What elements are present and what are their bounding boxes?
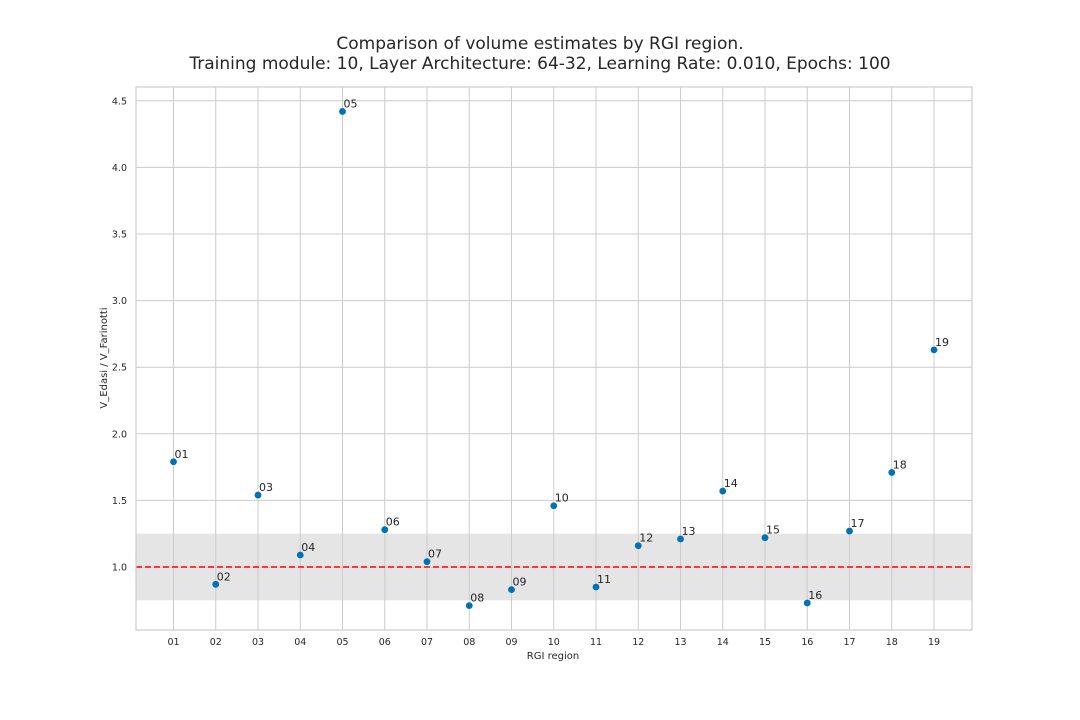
data-point xyxy=(550,502,558,510)
data-label: 04 xyxy=(301,541,315,554)
data-point xyxy=(888,469,896,476)
x-tick-label: 04 xyxy=(294,637,306,648)
y-tick-label: 3.0 xyxy=(112,296,127,307)
x-tick-label: 07 xyxy=(421,637,433,648)
x-tick-label: 16 xyxy=(801,637,813,648)
x-tick-label: 14 xyxy=(717,637,729,648)
x-ticks: 01 02 03 04 05 06 07 08 09 10 11 12 13 14 15 16 17 18 19 xyxy=(167,637,940,648)
x-tick-label: 06 xyxy=(379,637,391,648)
x-axis-label: RGI region xyxy=(527,651,579,662)
data-label: 02 xyxy=(217,570,231,583)
data-label: 08 xyxy=(470,592,484,605)
data-label: 01 xyxy=(175,448,189,461)
data-label: 16 xyxy=(808,589,822,602)
grid-lines xyxy=(136,87,972,630)
data-point xyxy=(381,526,389,534)
data-label: 11 xyxy=(597,573,611,586)
data-point xyxy=(634,542,642,550)
y-tick-label: 2.0 xyxy=(112,429,127,440)
x-tick-label: 02 xyxy=(210,637,222,648)
x-tick-label: 15 xyxy=(759,637,771,648)
data-point xyxy=(296,551,304,559)
x-tick-label: 05 xyxy=(336,637,348,648)
y-tick-label: 4.5 xyxy=(112,96,127,107)
x-tick-label: 11 xyxy=(590,637,602,648)
data-label: 19 xyxy=(935,336,949,349)
data-labels: 01 02 03 04 05 06 07 08 09 10 11 12 13 14 15 16 17 18 19 xyxy=(175,97,950,604)
data-point xyxy=(423,558,431,566)
x-tick-label: 17 xyxy=(843,637,855,648)
data-point xyxy=(719,487,727,495)
data-label: 09 xyxy=(513,576,527,589)
x-tick-label: 10 xyxy=(548,637,560,648)
data-label: 10 xyxy=(555,492,569,505)
x-tick-label: 19 xyxy=(928,637,940,648)
data-point xyxy=(339,108,346,115)
data-label: 07 xyxy=(428,548,442,561)
y-tick-label: 4.0 xyxy=(112,163,127,174)
x-tick-label: 12 xyxy=(632,637,644,648)
y-tick-label: 1.5 xyxy=(112,496,127,507)
x-tick-label: 08 xyxy=(463,637,475,648)
y-ticks: 1.0 1.5 2.0 2.5 3.0 3.5 4.0 4.5 xyxy=(112,96,127,573)
chart-subtitle: Training module: 10, Layer Architecture:… xyxy=(188,54,890,74)
x-tick-label: 09 xyxy=(505,637,517,648)
x-tick-label: 01 xyxy=(167,637,179,648)
y-tick-label: 3.5 xyxy=(112,230,127,241)
chart-title: Comparison of volume estimates by RGI re… xyxy=(336,34,743,54)
data-label: 15 xyxy=(766,524,780,537)
data-point xyxy=(677,535,684,543)
data-label: 17 xyxy=(851,517,865,530)
data-point xyxy=(803,599,811,607)
data-point xyxy=(846,527,853,535)
data-label: 12 xyxy=(639,532,653,545)
data-points xyxy=(170,108,938,610)
data-point xyxy=(212,580,220,588)
data-label: 18 xyxy=(893,458,907,471)
y-axis-label: V_Edasi / V_Farinotti xyxy=(99,307,110,408)
x-tick-label: 03 xyxy=(252,637,264,648)
data-point xyxy=(170,458,177,466)
x-tick-label: 13 xyxy=(674,637,686,648)
data-point xyxy=(592,583,600,591)
data-point xyxy=(465,602,473,610)
data-point xyxy=(508,586,515,594)
data-point xyxy=(254,491,262,499)
data-label: 14 xyxy=(724,477,738,490)
y-tick-label: 2.5 xyxy=(112,363,127,374)
x-tick-label: 18 xyxy=(886,637,898,648)
data-label: 05 xyxy=(344,97,358,110)
data-label: 13 xyxy=(682,525,696,538)
data-label: 06 xyxy=(386,516,400,529)
y-tick-label: 1.0 xyxy=(112,563,127,574)
data-label: 03 xyxy=(259,481,273,494)
plot-frame xyxy=(135,86,973,631)
data-point xyxy=(761,534,769,542)
data-point xyxy=(930,346,938,354)
